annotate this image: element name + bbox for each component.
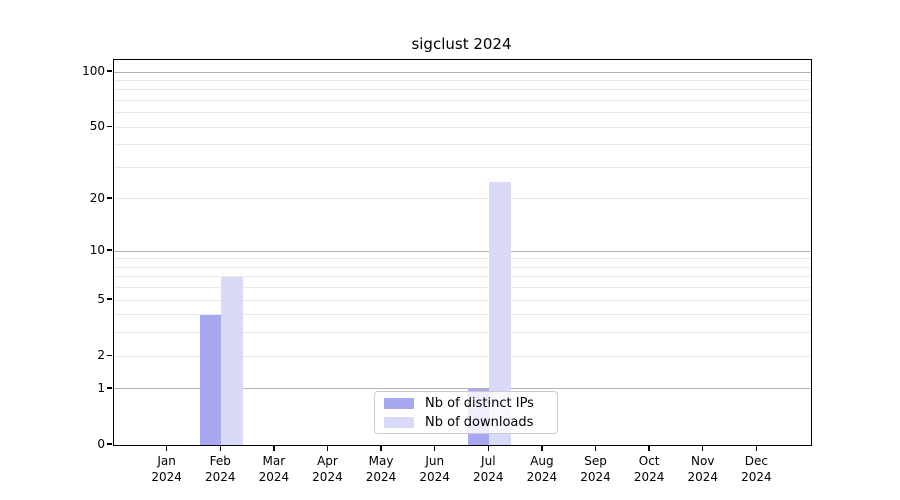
minor-gridline-4 bbox=[114, 314, 811, 316]
x-tick-label-apr: Apr 2024 bbox=[295, 453, 359, 485]
x-tick-mark-may bbox=[380, 445, 382, 451]
y-tick-label-50: 50 bbox=[89, 119, 105, 134]
bar-downloads-jul bbox=[489, 181, 511, 445]
x-tick-year-nov: 2024 bbox=[687, 470, 719, 484]
x-tick-year-sep: 2024 bbox=[580, 470, 611, 484]
x-tick-label-dec: Dec 2024 bbox=[724, 453, 788, 485]
legend-label-distinct-ips: Nb of distinct IPs bbox=[425, 395, 534, 411]
x-tick-mark-feb bbox=[219, 445, 221, 451]
minor-gridline-7 bbox=[114, 276, 811, 278]
minor-gridline-80 bbox=[114, 89, 811, 91]
major-gridline-100 bbox=[114, 71, 811, 73]
legend-item-distinct-ips: Nb of distinct IPs bbox=[384, 396, 548, 411]
x-tick-mark-jun bbox=[433, 445, 436, 451]
x-tick-year-dec: 2024 bbox=[741, 470, 772, 484]
minor-gridline-8 bbox=[114, 266, 811, 268]
x-tick-year-jun: 2024 bbox=[419, 470, 450, 484]
y-tick-label-0: 0 bbox=[97, 437, 105, 451]
y-tick-mark-100 bbox=[106, 70, 112, 72]
x-tick-year-feb: 2024 bbox=[204, 470, 236, 484]
x-tick-year-jan: 2024 bbox=[151, 470, 182, 484]
legend: Nb of distinct IPs Nb of downloads bbox=[374, 391, 558, 434]
x-tick-month-feb: Feb bbox=[209, 454, 231, 468]
legend-label-downloads: Nb of downloads bbox=[425, 414, 534, 430]
y-tick-mark-1 bbox=[106, 387, 112, 389]
minor-gridline-30 bbox=[114, 166, 811, 168]
x-tick-month-mar: Mar bbox=[262, 454, 286, 468]
x-tick-month-may: May bbox=[368, 454, 394, 468]
x-tick-label-jul: Jul 2024 bbox=[456, 453, 520, 485]
legend-swatch-distinct-ips bbox=[384, 397, 414, 409]
x-tick-month-sep: Sep bbox=[584, 454, 607, 468]
minor-gridline-5 bbox=[114, 299, 811, 301]
x-tick-mark-aug bbox=[541, 445, 543, 451]
x-tick-label-nov: Nov 2024 bbox=[671, 453, 735, 485]
minor-gridline-60 bbox=[114, 112, 811, 114]
x-tick-year-oct: 2024 bbox=[633, 470, 665, 484]
y-tick-label-2: 2 bbox=[97, 348, 105, 363]
minor-gridline-9 bbox=[114, 258, 811, 260]
y-tick-mark-50 bbox=[106, 125, 112, 127]
x-tick-label-mar: Mar 2024 bbox=[242, 453, 306, 485]
x-tick-month-dec: Dec bbox=[744, 454, 768, 468]
minor-gridline-2 bbox=[114, 355, 811, 357]
y-tick-label-5: 5 bbox=[97, 292, 105, 307]
x-tick-month-jun: Jun bbox=[425, 454, 445, 468]
chart-title: sigclust 2024 bbox=[411, 35, 512, 53]
minor-gridline-40 bbox=[114, 144, 811, 146]
x-tick-month-jan: Jan bbox=[157, 454, 176, 468]
x-tick-label-jun: Jun 2024 bbox=[403, 453, 467, 485]
x-tick-mark-jan bbox=[165, 445, 168, 451]
x-tick-month-nov: Nov bbox=[691, 454, 715, 468]
x-tick-month-oct: Oct bbox=[638, 454, 660, 468]
x-tick-month-jul: Jul bbox=[481, 454, 496, 468]
minor-gridline-3 bbox=[114, 332, 811, 334]
minor-gridline-6 bbox=[114, 287, 811, 289]
x-tick-month-aug: Aug bbox=[530, 454, 554, 468]
x-tick-mark-dec bbox=[755, 445, 758, 451]
x-tick-label-feb: Feb 2024 bbox=[188, 453, 252, 485]
y-tick-label-10: 10 bbox=[89, 243, 105, 258]
y-tick-label-1: 1 bbox=[97, 380, 105, 395]
x-tick-mark-apr bbox=[326, 445, 329, 451]
x-tick-year-jul: 2024 bbox=[473, 470, 504, 484]
major-gridline-1 bbox=[114, 388, 811, 390]
x-tick-label-aug: Aug 2024 bbox=[510, 453, 574, 485]
minor-gridline-20 bbox=[114, 198, 811, 200]
x-tick-label-oct: Oct 2024 bbox=[617, 453, 681, 485]
x-tick-mark-oct bbox=[648, 445, 650, 451]
legend-swatch-downloads bbox=[384, 416, 414, 428]
x-tick-mark-sep bbox=[594, 445, 597, 451]
x-tick-year-may: 2024 bbox=[365, 470, 397, 484]
legend-item-downloads: Nb of downloads bbox=[384, 415, 548, 430]
major-gridline-10 bbox=[114, 250, 811, 252]
x-tick-mark-nov bbox=[702, 445, 704, 451]
bar-downloads-feb bbox=[221, 276, 243, 445]
y-tick-mark-10 bbox=[106, 249, 112, 251]
minor-gridline-70 bbox=[114, 99, 811, 101]
plot-area bbox=[113, 59, 812, 446]
minor-gridline-90 bbox=[114, 79, 811, 81]
y-tick-mark-20 bbox=[106, 197, 112, 199]
x-tick-month-apr: Apr bbox=[317, 454, 338, 468]
x-tick-mark-mar bbox=[273, 445, 275, 451]
x-tick-mark-jul bbox=[487, 445, 489, 451]
x-tick-label-jan: Jan 2024 bbox=[135, 453, 199, 485]
bar-distinct-ips-feb bbox=[199, 314, 222, 445]
minor-gridline-50 bbox=[114, 126, 811, 128]
y-tick-mark-5 bbox=[106, 298, 112, 300]
y-tick-mark-0 bbox=[106, 443, 112, 445]
x-tick-label-sep: Sep 2024 bbox=[564, 453, 628, 485]
x-tick-label-may: May 2024 bbox=[349, 453, 413, 485]
y-tick-label-20: 20 bbox=[89, 190, 105, 205]
x-tick-year-apr: 2024 bbox=[312, 470, 343, 484]
x-tick-year-aug: 2024 bbox=[526, 470, 558, 484]
y-tick-label-100: 100 bbox=[82, 64, 105, 78]
y-tick-mark-2 bbox=[106, 354, 112, 356]
x-tick-year-mar: 2024 bbox=[258, 470, 290, 484]
